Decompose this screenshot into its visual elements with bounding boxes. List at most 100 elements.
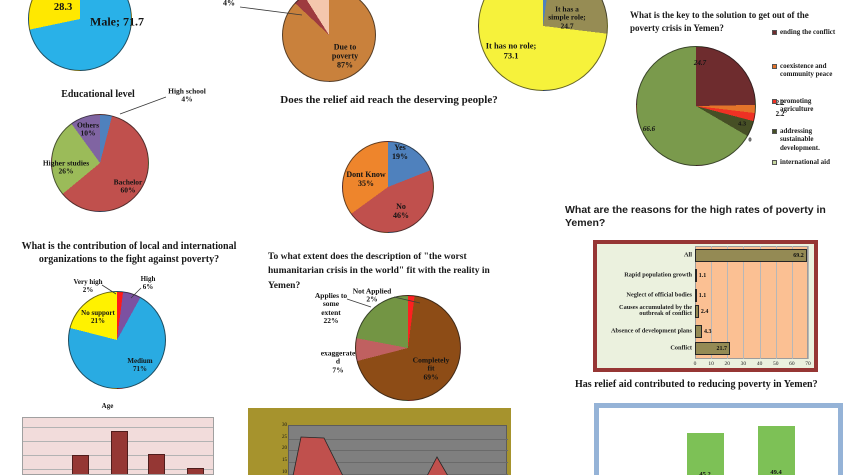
category-label: Conflict (670, 344, 692, 352)
educational-level-value-label: High school 4% (168, 86, 206, 104)
bar (187, 468, 204, 474)
crisis-fit-title: To what extent does the description of "… (268, 252, 490, 291)
solution-key-value-label: 2.2 (775, 110, 785, 119)
educational-level-value-label: Others 10% (76, 120, 100, 138)
org-contribution-value-label: No support 21% (81, 309, 115, 325)
bar (695, 249, 807, 262)
x-axis-tick-label: 50 (772, 361, 779, 367)
bar-value-label: 1.1 (698, 272, 707, 279)
educational-level-value-label: Bachelor 60% (113, 177, 143, 195)
gridline (23, 427, 213, 428)
legend-label: promoting agriculture (780, 97, 814, 114)
bar (695, 342, 731, 355)
legend-label: addressing sustainable development. (780, 127, 820, 152)
org-contribution-value-label: Very high 2% (73, 278, 103, 294)
y-axis-tick-label: 15 (282, 458, 287, 463)
crisis-fit-value-label: Applies to some extent 22% (314, 291, 348, 326)
solution-key-value-label: 24.7 (693, 59, 707, 68)
legend-swatch (772, 129, 777, 134)
solution-pie-title: What is the key to the solution to get o… (630, 10, 809, 34)
solution-key-pie (636, 46, 756, 166)
y-axis-tick-label: 30 (282, 423, 287, 428)
category-label: Causes accumulated by the outbreak of co… (619, 303, 692, 318)
poverty-reasons-plot-area (695, 246, 808, 359)
bar-value-label: 49.4 (770, 469, 782, 475)
gridline (727, 246, 729, 359)
bar-value-label: 21.7 (716, 345, 728, 352)
aid-role-value-label: It has no role; 73.1 (485, 40, 537, 60)
gridline (289, 462, 508, 463)
solution-key-value-label: 0 (748, 136, 752, 144)
org-contribution-title: What is the contribution of local and in… (21, 241, 237, 265)
gridline (743, 246, 745, 359)
y-axis-tick-label: 25 (282, 435, 287, 440)
bar-value-label: 69.2 (793, 252, 804, 259)
age-plot-area (22, 417, 214, 475)
crisis-fit-value-label: exaggerate d 7% (320, 348, 356, 375)
poverty-cause-value-label: Due to poverty 87% (331, 42, 359, 70)
bar (687, 433, 724, 475)
crisis-fit-value-label: Completely fit 69% (412, 355, 450, 382)
relief-reduce-title: Has relief aid contributed to reducing p… (575, 379, 818, 390)
x-axis-tick-label: 10 (708, 361, 714, 367)
org-contribution-pie (68, 291, 166, 389)
bar-value-label: 4.3 (703, 328, 712, 335)
gridline (759, 246, 761, 359)
category-label: Neglect of official bodies (626, 291, 692, 299)
solution-key-value-label: 2.2 (775, 99, 785, 108)
legend-swatch (772, 30, 777, 35)
aid-role-value-label: It has a simple role; 24.7 (548, 4, 586, 31)
gridline (289, 439, 508, 440)
gridline (808, 246, 809, 359)
gridline (775, 246, 777, 359)
bar (758, 426, 795, 475)
legend-label: coexistence and community peace (780, 62, 833, 79)
educational-level-pie (51, 114, 149, 212)
x-axis-tick-label: 0 (693, 361, 697, 367)
category-label: Rapid population growth (624, 271, 692, 279)
x-axis-tick-label: 60 (789, 361, 795, 367)
gender-pie (28, 0, 132, 71)
legend-label: ending the conflict (780, 28, 836, 36)
legend-swatch (772, 64, 777, 69)
bar-value-label: 2.4 (700, 308, 709, 315)
bar (72, 455, 89, 474)
org-contribution-value-label: Medium 71% (127, 357, 153, 373)
y-axis-tick-label: 20 (282, 446, 287, 451)
legend-swatch (772, 99, 777, 104)
age-title: Age (101, 402, 114, 410)
bar (148, 454, 165, 474)
poverty-reasons-title: What are the reasons for the high rates … (565, 204, 826, 229)
educational-level-title: Educational level (61, 89, 135, 100)
x-axis-tick-label: 20 (724, 361, 731, 367)
gender-value-label: 28.3 (53, 2, 73, 14)
gridline (711, 246, 713, 359)
bar (111, 431, 128, 474)
bar (695, 269, 697, 282)
educational-level-value-label: Higher studies 26% (42, 158, 90, 176)
solution-key-value-label: 66.6 (642, 125, 656, 134)
relief-reach-pie (342, 141, 434, 233)
crisis-fit-pie (355, 295, 461, 401)
relief-reach-title: Does the relief aid reach the deserving … (280, 94, 498, 106)
poverty-cause-pie (282, 0, 376, 82)
y-axis-tick-label: 10 (282, 470, 287, 475)
legend-swatch (772, 160, 777, 165)
gridline (289, 450, 508, 451)
org-contribution-value-label: High 6% (140, 275, 156, 291)
relief-reach-value-label: No 46% (393, 202, 409, 220)
solution-key-value-label: 4.3 (737, 120, 747, 128)
x-axis-tick-label: 40 (756, 361, 763, 367)
crisis-fit-value-label: Not Applied 2% (352, 286, 392, 304)
poverty-cause-value-label: 4% (223, 0, 235, 8)
gridline (791, 246, 793, 359)
bar (695, 305, 699, 318)
category-label: All (683, 251, 692, 259)
gender-value-label: Male; 71.7 (90, 14, 144, 29)
relief-reach-value-label: Dont Know 35% (346, 170, 386, 188)
bar-value-label: 1.1 (698, 292, 707, 299)
x-axis-tick-label: 70 (805, 361, 811, 367)
governorate-plot-area (288, 425, 508, 475)
legend-label: international aid (780, 158, 830, 166)
